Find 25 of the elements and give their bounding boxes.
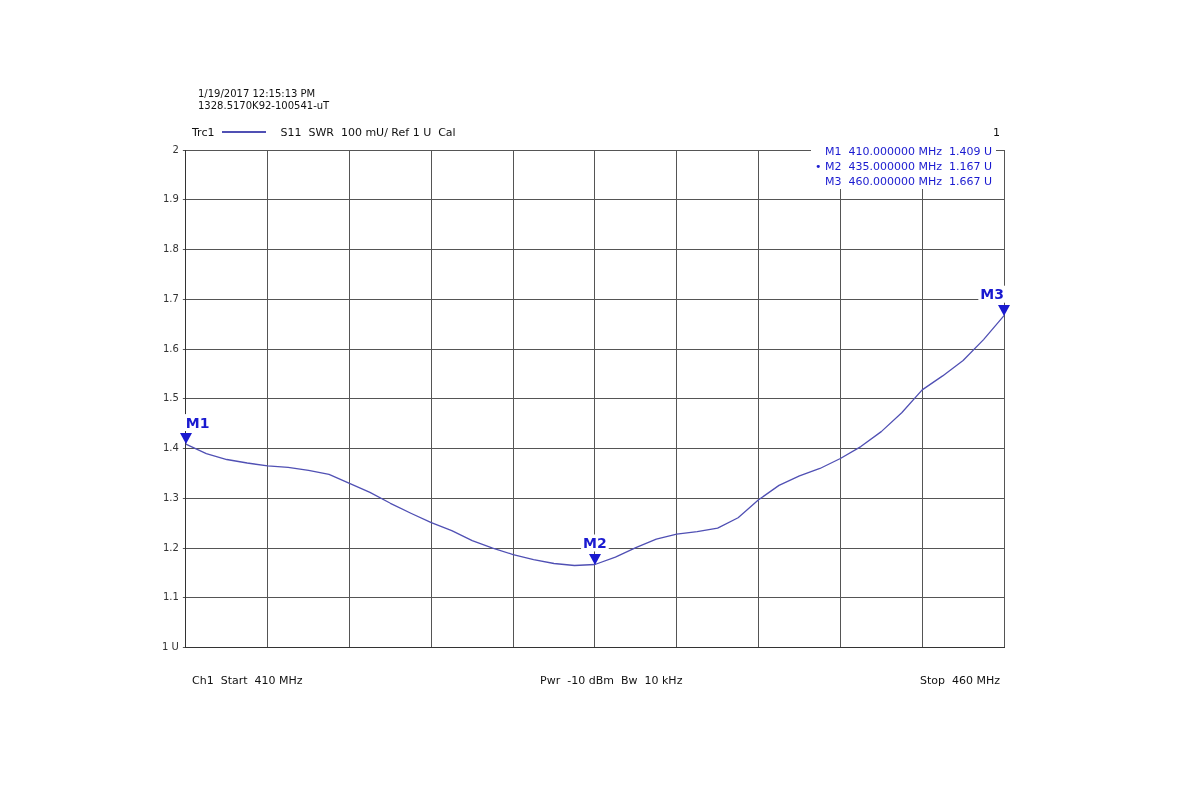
text: 1 bbox=[993, 125, 1000, 139]
y-tick-label: 1 U bbox=[161, 641, 179, 653]
y-tick-label: 1.5 bbox=[162, 392, 179, 404]
data-label: M3 bbox=[980, 286, 1004, 303]
y-tick-label: 1.7 bbox=[162, 292, 179, 304]
y-tick-label: 1.2 bbox=[162, 541, 179, 553]
text: Ch1 Start 410 MHz bbox=[192, 674, 303, 687]
annotation: • M2 435.000000 MHz 1.167 U bbox=[814, 159, 992, 174]
y-tick-label: 1.8 bbox=[162, 243, 179, 255]
text: 1/19/2017 12:15:13 PM bbox=[198, 88, 317, 100]
y-tick-label: 1.9 bbox=[162, 193, 179, 205]
y-tick-label: 1.4 bbox=[162, 442, 179, 454]
text: 1328.5170K92-100541-uT bbox=[198, 100, 331, 112]
text: Stop 460 MHz bbox=[919, 674, 1000, 687]
y-tick-label: 1.6 bbox=[162, 342, 179, 354]
y-tick-label: 1.3 bbox=[162, 491, 179, 503]
legend-label: Trc1 bbox=[192, 125, 215, 139]
data-label: M1 bbox=[185, 414, 210, 431]
chart-subtitle: S11 SWR 100 mU/ Ref 1 U Cal bbox=[280, 125, 456, 139]
annotation: M1 410.000000 MHz 1.409 U bbox=[823, 144, 992, 159]
y-tick-label: 2 bbox=[172, 143, 179, 155]
data-label: M2 bbox=[583, 535, 607, 552]
y-tick-label: 1.1 bbox=[162, 591, 179, 603]
text: Pwr -10 dBm Bw 10 kHz bbox=[540, 674, 683, 687]
annotation: M3 460.000000 MHz 1.667 U bbox=[823, 174, 992, 189]
